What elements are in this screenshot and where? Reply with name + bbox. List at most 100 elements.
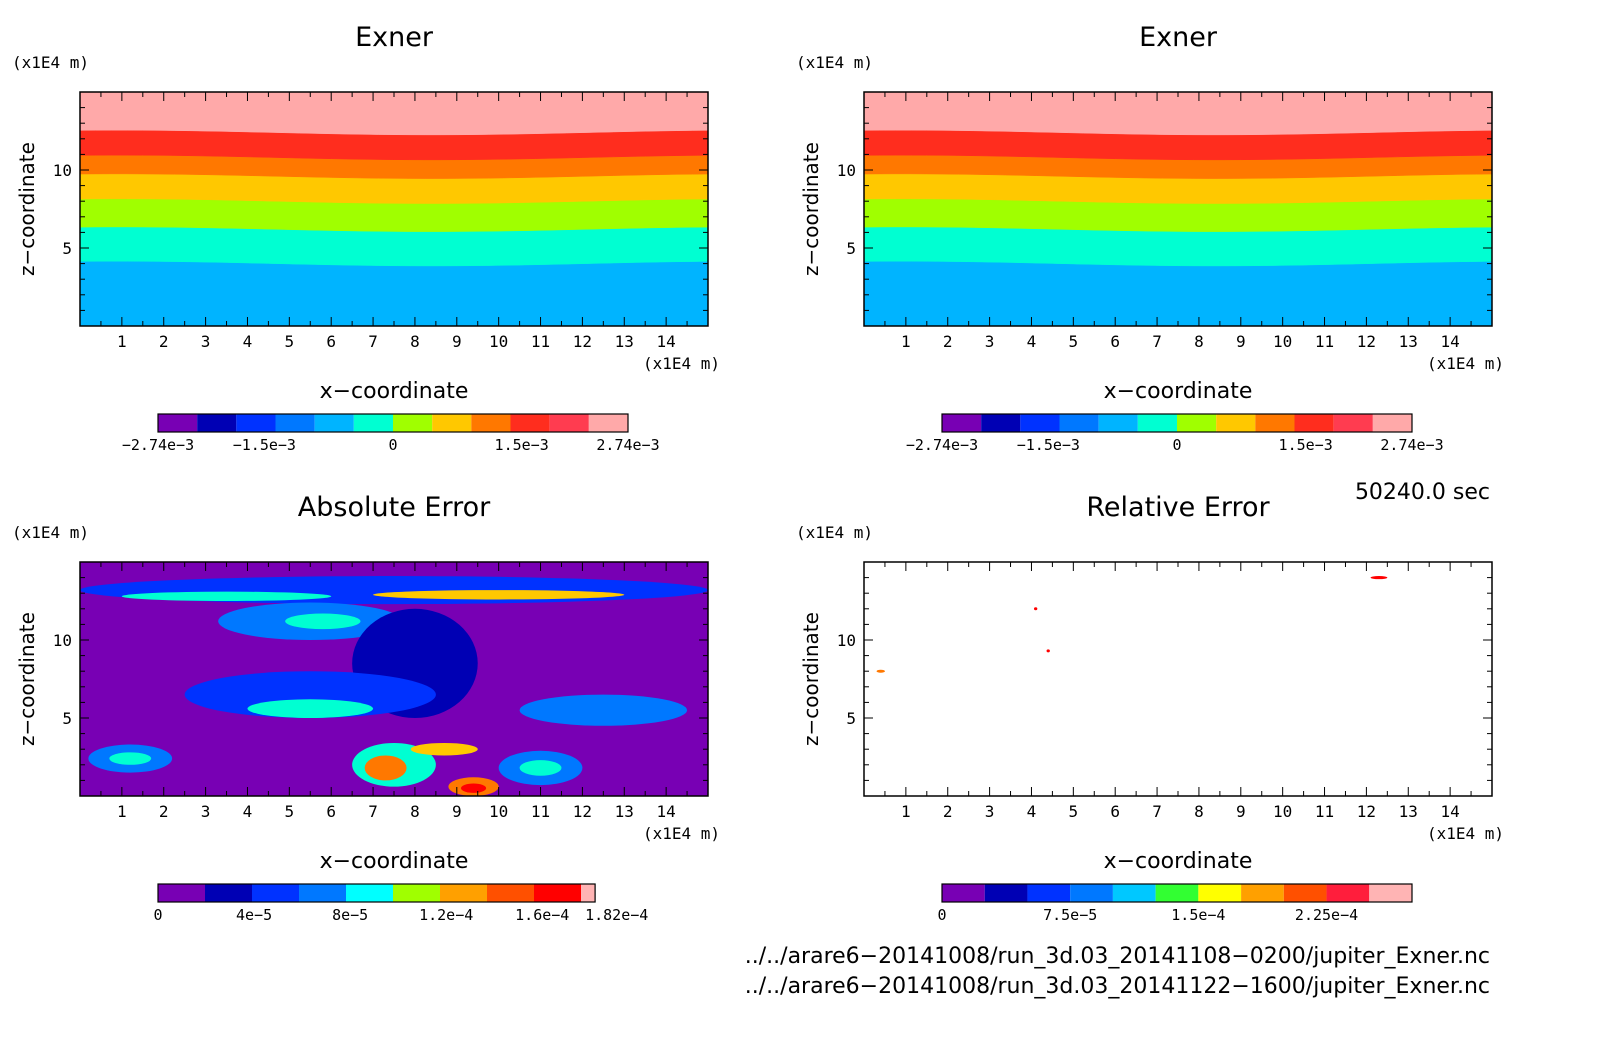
colorbar-tick-label: 7.5e−5: [1043, 906, 1097, 924]
colorbar-tick-label: −1.5e−3: [233, 436, 296, 454]
y-unit-label: (x1E4 m): [12, 53, 89, 72]
contour-blob: [285, 613, 361, 630]
y-axis-label: z−coordinate: [799, 612, 823, 746]
x-axis-label: x−coordinate: [320, 849, 469, 874]
colorbar-swatch: [581, 884, 596, 902]
x-tick-label: 12: [1357, 332, 1376, 351]
colorbar-swatch: [1070, 884, 1113, 902]
colorbar-swatch: [981, 414, 1021, 432]
x-tick-label: 8: [1194, 802, 1204, 821]
contour-blob: [109, 752, 152, 765]
colorbar-tick-label: −2.74e−3: [122, 436, 194, 454]
colorbar-swatch: [236, 414, 276, 432]
x-tick-label: 3: [201, 802, 211, 821]
colorbar-swatch: [1059, 414, 1099, 432]
colorbar-frame: [941, 883, 1413, 903]
colorbar-swatch: [510, 414, 550, 432]
chart-panel-bottom-left: Absolute Error(x1E4 m)1 2 3 4 5 6 7 8 9 10 11 12 13 1…: [12, 492, 720, 924]
contour-band: [864, 261, 1492, 326]
y-axis-label: z−coordinate: [15, 612, 39, 746]
x-tick-label: 6: [326, 802, 336, 821]
x-tick-label: 8: [1194, 332, 1204, 351]
colorbar-swatch: [549, 414, 589, 432]
x-unit-label: (x1E4 m): [643, 354, 720, 373]
x-tick-label: 8: [410, 332, 420, 351]
colorbar-tick-label: 0: [153, 906, 162, 924]
x-tick-label: 4: [243, 802, 253, 821]
y-unit-label: (x1E4 m): [796, 53, 873, 72]
x-tick-label: 4: [243, 332, 253, 351]
contour-field: [80, 562, 708, 796]
colorbar-tick-label: 1.5e−3: [1279, 436, 1333, 454]
colorbar-tick-label: 1.5e−3: [495, 436, 549, 454]
x-tick-label: 14: [1441, 332, 1460, 351]
colorbar-tick-label: 0: [388, 436, 397, 454]
colorbar-swatch: [314, 414, 354, 432]
colorbar-swatch: [1155, 884, 1199, 902]
contour-band: [80, 198, 708, 232]
x-tick-label: 10: [489, 802, 508, 821]
x-tick-label: 12: [573, 332, 592, 351]
x-axis-label: x−coordinate: [320, 379, 469, 404]
contour-blob: [519, 694, 688, 726]
x-tick-label: 4: [1027, 332, 1037, 351]
x-tick-label: 14: [657, 332, 676, 351]
colorbar-swatch: [942, 414, 982, 432]
x-tick-label: 1: [117, 802, 127, 821]
colorbar-swatch: [1198, 884, 1242, 902]
x-tick-label: 1: [901, 802, 911, 821]
x-axis-label: x−coordinate: [1104, 849, 1253, 874]
colorbar-swatch: [534, 884, 581, 902]
y-unit-label: (x1E4 m): [12, 523, 89, 542]
x-tick-label: 7: [368, 332, 378, 351]
colorbar-swatch: [942, 884, 985, 902]
y-axis-label: z−coordinate: [15, 142, 39, 276]
colorbar-swatch: [1283, 884, 1327, 902]
colorbar-frame: [941, 413, 1413, 433]
colorbar-tick-label: −2.74e−3: [906, 436, 978, 454]
x-tick-label: 9: [452, 332, 462, 351]
chart-title: Exner: [1139, 22, 1218, 53]
contour-blob: [1046, 649, 1050, 653]
colorbar-tick-label: 1.2e−4: [419, 906, 473, 924]
contour-blob: [1033, 607, 1038, 611]
colorbar-tick-label: 1.6e−4: [515, 906, 569, 924]
colorbar-swatch: [1294, 414, 1334, 432]
colorbar-tick-label: 1.82e−4: [585, 906, 648, 924]
contour-band: [864, 226, 1492, 267]
y-tick-label: 5: [846, 239, 856, 258]
time-label: 50240.0 sec: [1354, 480, 1490, 505]
colorbar-tick-label: −1.5e−3: [1017, 436, 1080, 454]
x-tick-label: 1: [901, 332, 911, 351]
contour-band: [864, 198, 1492, 232]
contour-band: [80, 92, 708, 136]
colorbar-swatch: [197, 414, 237, 432]
colorbar-swatch: [205, 884, 252, 902]
y-tick-label: 10: [837, 631, 856, 650]
colorbar-swatch: [353, 414, 393, 432]
contour-band: [80, 261, 708, 326]
colorbar-tick-label: 2.74e−3: [596, 436, 659, 454]
x-tick-label: 6: [1110, 332, 1120, 351]
y-unit-label: (x1E4 m): [796, 523, 873, 542]
colorbar-swatch: [346, 884, 393, 902]
x-tick-label: 7: [1152, 332, 1162, 351]
colorbar-swatch: [158, 884, 205, 902]
x-tick-label: 2: [159, 802, 169, 821]
contour-blob: [247, 699, 374, 718]
x-tick-label: 11: [1315, 332, 1334, 351]
x-tick-label: 2: [943, 332, 953, 351]
x-tick-label: 5: [285, 802, 295, 821]
x-tick-label: 6: [1110, 802, 1120, 821]
x-tick-label: 7: [368, 802, 378, 821]
x-tick-label: 11: [531, 802, 550, 821]
colorbar-swatch: [588, 414, 628, 432]
x-tick-label: 13: [1399, 332, 1418, 351]
colorbar-swatch: [1216, 414, 1256, 432]
colorbar-frame: [157, 413, 629, 433]
x-unit-label: (x1E4 m): [1427, 354, 1504, 373]
x-tick-label: 5: [1069, 332, 1079, 351]
x-tick-label: 10: [489, 332, 508, 351]
contour-blob: [184, 671, 436, 718]
chart-title: Absolute Error: [298, 492, 491, 523]
